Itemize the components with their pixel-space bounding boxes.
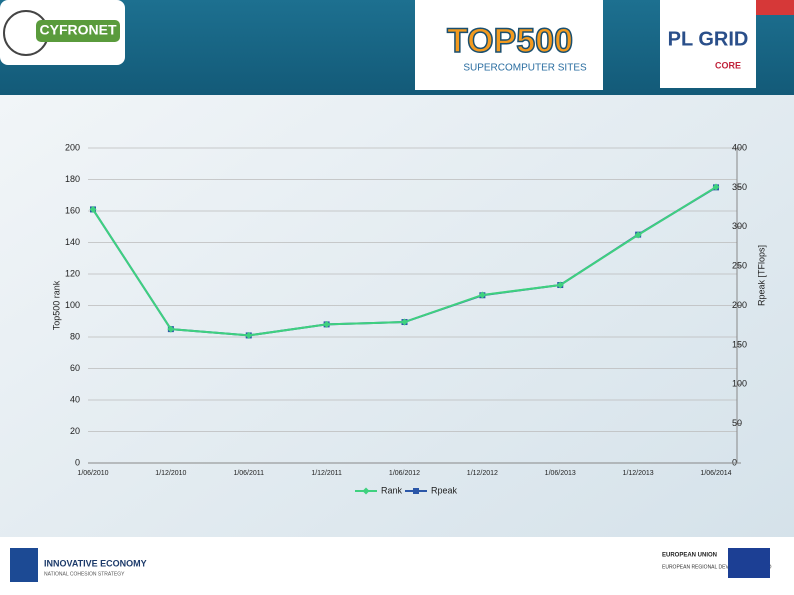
marker	[245, 331, 253, 339]
y-tick-label: 160	[65, 205, 80, 215]
logo-box	[415, 0, 603, 90]
y2-tick-label: 100	[732, 379, 747, 389]
x-tick-label: 1/06/2011	[233, 470, 264, 477]
legend-label: Rpeak	[431, 485, 458, 495]
x-tick-label: 1/06/2010	[77, 470, 108, 477]
marker	[556, 281, 564, 289]
y-tick-label: 20	[70, 426, 80, 436]
marker	[634, 231, 642, 239]
marker	[478, 291, 486, 299]
plgrid-sub: CORE	[715, 60, 741, 70]
marker	[413, 488, 419, 494]
x-tick-label: 1/12/2013	[623, 470, 654, 477]
footer-logo: INNOVATIVE ECONOMY	[44, 558, 147, 568]
chart: 0204060801001201401601802000501001502002…	[51, 142, 766, 495]
y2-tick-label: 300	[732, 221, 747, 231]
x-tick-label: 1/12/2010	[155, 470, 186, 477]
x-tick-label: 1/06/2013	[545, 470, 576, 477]
corner-tab	[756, 0, 794, 15]
marker	[362, 487, 370, 495]
marker	[401, 318, 408, 326]
top500-logo: TOP500	[447, 22, 573, 60]
y2-tick-label: 250	[732, 261, 747, 271]
y2-tick-label: 150	[732, 339, 747, 349]
y2-tick-label: 0	[732, 457, 737, 467]
logo-box	[660, 0, 756, 88]
y-tick-label: 40	[70, 394, 80, 404]
x-tick-label: 1/12/2012	[467, 470, 498, 477]
top500-subtitle: SUPERCOMPUTER SITES	[463, 63, 587, 74]
footer-logo: EUROPEAN UNION	[662, 553, 717, 559]
y-tick-label: 140	[65, 237, 80, 247]
plgrid-logo: PL GRID	[668, 28, 749, 50]
y-tick-label: 200	[65, 142, 80, 152]
x-tick-label: 1/06/2014	[700, 470, 731, 477]
footer-sub: EUROPEAN REGIONAL DEVELOPMENT FUND	[662, 564, 772, 570]
cyfronet-logo: CYFRONET	[40, 22, 117, 38]
y-tick-label: 80	[70, 331, 80, 341]
logo-badge	[36, 20, 120, 42]
marker	[712, 183, 720, 191]
marker	[323, 320, 331, 328]
y-tick-label: 100	[65, 300, 80, 310]
marker	[167, 325, 175, 333]
marker	[89, 205, 97, 213]
y2-tick-label: 400	[732, 142, 747, 152]
footer-band	[0, 537, 794, 595]
y-tick-label: 180	[65, 174, 80, 184]
x-tick-label: 1/06/2012	[389, 470, 420, 477]
x-tick-label: 1/12/2011	[311, 470, 342, 477]
footer-sub: NATIONAL COHESION STRATEGY	[44, 571, 125, 577]
eu-flag	[728, 548, 770, 578]
ie-icon	[10, 548, 38, 582]
y2-axis-label: Rpeak [TFlops]	[756, 245, 766, 306]
y2-tick-label: 200	[732, 300, 747, 310]
y-tick-label: 120	[65, 268, 80, 278]
y2-tick-label: 350	[732, 182, 747, 192]
y-tick-label: 60	[70, 363, 80, 373]
legend-label: Rank	[381, 485, 403, 495]
y-axis-label: Top500 rank	[51, 280, 61, 330]
y-tick-label: 0	[75, 457, 80, 467]
